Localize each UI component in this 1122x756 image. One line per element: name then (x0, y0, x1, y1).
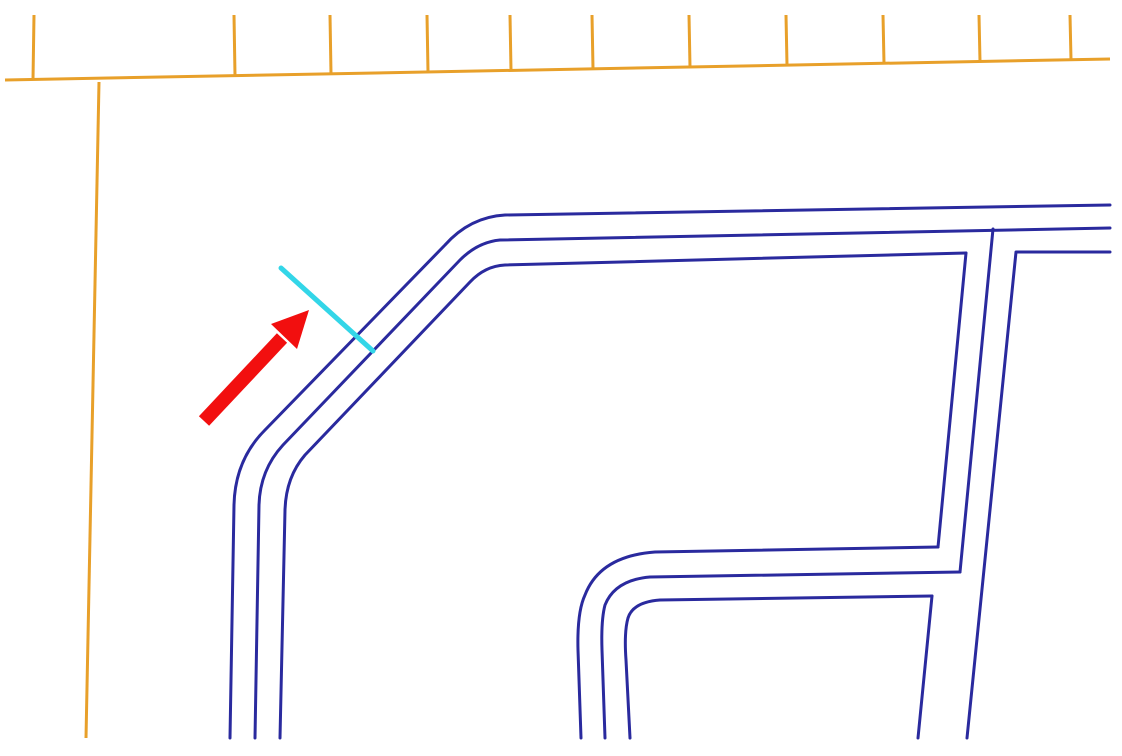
frame-tick (1068, 14, 1073, 60)
outer-wall-line-middle (253, 226, 1112, 740)
frame-group (4, 14, 1111, 739)
frame-tick (425, 14, 430, 72)
left-frame-line (84, 81, 101, 739)
lower-room-line-middle (600, 570, 962, 740)
walls-group (228, 203, 1112, 740)
partition-line-right (965, 250, 1112, 740)
lower-room-line-inner (623, 594, 934, 740)
frame-tick (784, 14, 789, 66)
arrow-head (271, 310, 309, 349)
top-frame-ticks (31, 14, 1073, 80)
direction-arrow (198, 310, 309, 426)
partition-line-left (958, 227, 995, 574)
frame-tick (977, 14, 982, 62)
frame-tick (508, 14, 513, 71)
partition-line-inner (936, 251, 968, 549)
frame-tick (31, 14, 36, 80)
frame-tick (881, 14, 886, 64)
lower-room-line-outer (576, 545, 940, 740)
top-frame-line (4, 57, 1111, 82)
frame-tick (328, 14, 333, 74)
outer-wall-line-outer (228, 203, 1112, 740)
outer-wall-line-inner (278, 251, 968, 740)
arrow-shaft (198, 333, 288, 426)
frame-tick (590, 14, 595, 69)
frame-tick (232, 14, 237, 76)
cut-marker-line (278, 265, 376, 354)
frame-tick (687, 14, 692, 68)
lower-room-right-line (916, 594, 934, 740)
